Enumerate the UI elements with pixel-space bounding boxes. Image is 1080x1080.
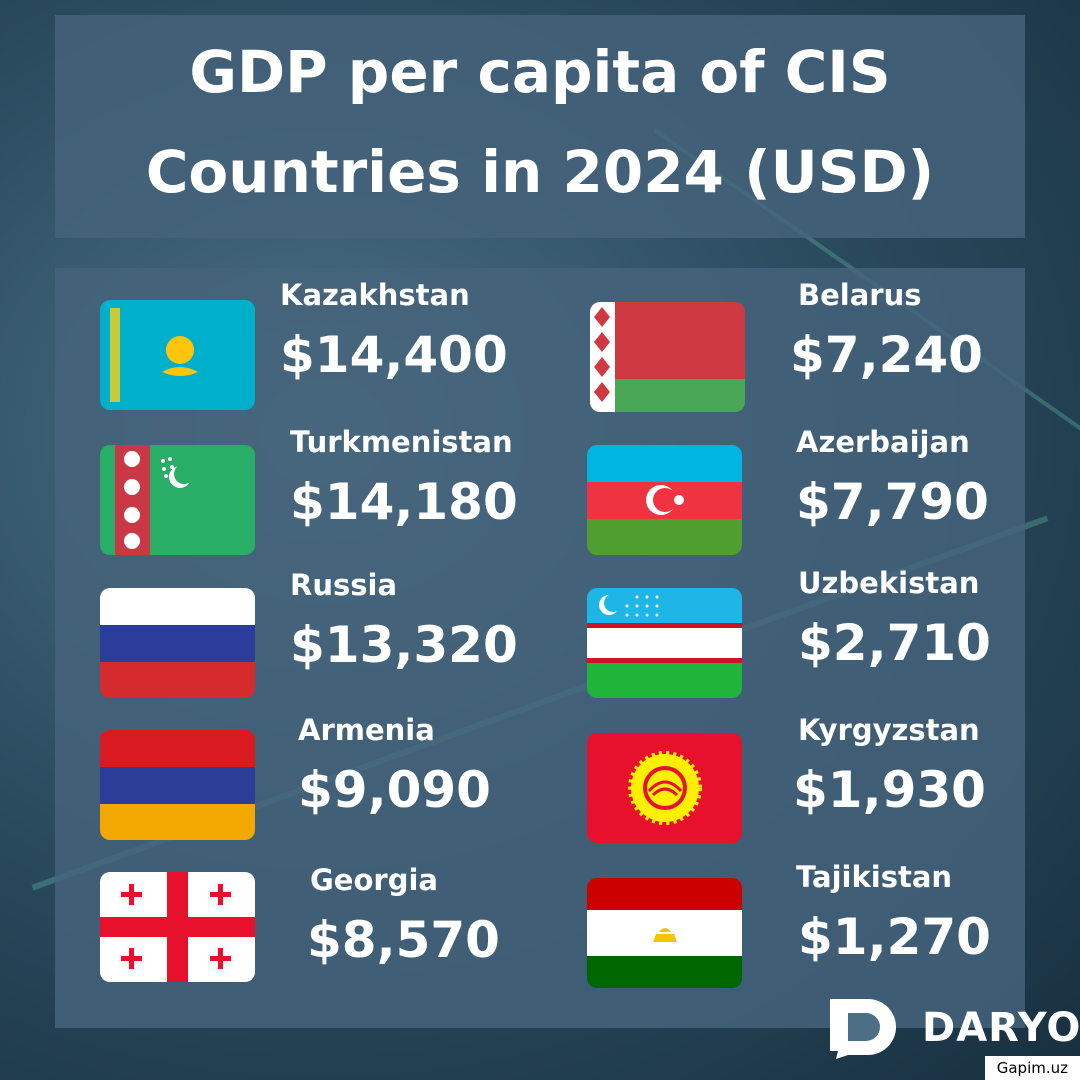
flag: [587, 445, 742, 555]
logo: DARYO: [922, 1005, 1080, 1051]
flag: [100, 588, 255, 698]
gdp-value: $1,270: [798, 908, 991, 966]
gdp-value: $1,930: [793, 761, 986, 819]
flag: [100, 730, 255, 840]
gdp-value: $7,240: [790, 326, 983, 384]
gdp-value: $9,090: [298, 761, 491, 819]
country-name: Kyrgyzstan: [798, 713, 980, 747]
flag: [587, 878, 742, 988]
gdp-value: $8,570: [307, 911, 500, 969]
flag: [590, 302, 745, 412]
country-name: Tajikistan: [796, 860, 953, 894]
country-name: Turkmenistan: [290, 425, 513, 459]
country-name: Uzbekistan: [798, 566, 980, 600]
gdp-value: $14,400: [280, 326, 508, 384]
country-name: Kazakhstan: [280, 278, 470, 312]
country-name: Belarus: [798, 278, 922, 312]
country-name: Russia: [290, 568, 398, 602]
flag: [100, 872, 255, 982]
flag: [587, 733, 742, 843]
country-name: Armenia: [298, 713, 435, 747]
gdp-value: $14,180: [290, 473, 518, 531]
title-panel: [55, 15, 1025, 238]
logo-icon: [830, 999, 896, 1059]
flag: [587, 588, 742, 698]
flag: [100, 300, 255, 410]
gdp-value: $13,320: [290, 616, 518, 674]
title: GDP per capita of CIS Countries in 2024 …: [145, 38, 935, 206]
gdp-value: $7,790: [796, 473, 989, 531]
gdp-value: $2,710: [798, 614, 991, 672]
watermark: Gapim.uz: [984, 1056, 1080, 1080]
country-name: Georgia: [310, 863, 438, 897]
flag: [100, 445, 255, 555]
country-name: Azerbaijan: [796, 425, 970, 459]
